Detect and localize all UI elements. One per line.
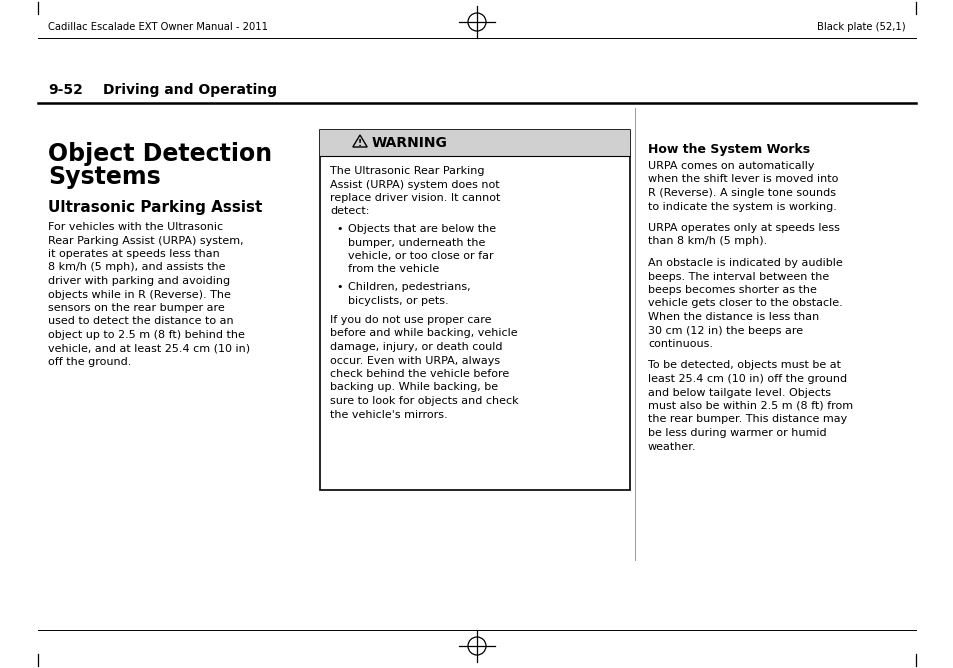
- Text: For vehicles with the Ultrasonic: For vehicles with the Ultrasonic: [48, 222, 223, 232]
- Bar: [319, 130, 629, 156]
- Text: R (Reverse). A single tone sounds: R (Reverse). A single tone sounds: [647, 188, 835, 198]
- Text: •: •: [335, 224, 342, 234]
- Text: An obstacle is indicated by audible: An obstacle is indicated by audible: [647, 258, 841, 268]
- Text: Object Detection: Object Detection: [48, 142, 272, 166]
- Text: vehicle gets closer to the obstacle.: vehicle gets closer to the obstacle.: [647, 299, 841, 309]
- Text: 30 cm (12 in) the beeps are: 30 cm (12 in) the beeps are: [647, 325, 802, 335]
- Text: vehicle, or too close or far: vehicle, or too close or far: [348, 251, 493, 261]
- Text: bicyclists, or pets.: bicyclists, or pets.: [348, 295, 448, 305]
- Text: be less during warmer or humid: be less during warmer or humid: [647, 428, 825, 438]
- Text: Ultrasonic Parking Assist: Ultrasonic Parking Assist: [48, 200, 262, 215]
- Text: 8 km/h (5 mph), and assists the: 8 km/h (5 mph), and assists the: [48, 263, 225, 273]
- Text: Children, pedestrians,: Children, pedestrians,: [348, 282, 470, 292]
- Text: to indicate the system is working.: to indicate the system is working.: [647, 202, 836, 212]
- Bar: [319, 130, 629, 490]
- Text: Cadillac Escalade EXT Owner Manual - 2011: Cadillac Escalade EXT Owner Manual - 201…: [48, 22, 268, 32]
- Text: Black plate (52,1): Black plate (52,1): [817, 22, 905, 32]
- Text: bumper, underneath the: bumper, underneath the: [348, 238, 485, 248]
- Text: the rear bumper. This distance may: the rear bumper. This distance may: [647, 415, 846, 424]
- Text: objects while in R (Reverse). The: objects while in R (Reverse). The: [48, 289, 231, 299]
- Text: Objects that are below the: Objects that are below the: [348, 224, 496, 234]
- Text: damage, injury, or death could: damage, injury, or death could: [330, 342, 502, 352]
- Text: URPA operates only at speeds less: URPA operates only at speeds less: [647, 223, 839, 233]
- Text: than 8 km/h (5 mph).: than 8 km/h (5 mph).: [647, 236, 766, 246]
- Text: URPA comes on automatically: URPA comes on automatically: [647, 161, 814, 171]
- Text: from the vehicle: from the vehicle: [348, 265, 438, 275]
- Text: vehicle, and at least 25.4 cm (10 in): vehicle, and at least 25.4 cm (10 in): [48, 343, 250, 353]
- Text: the vehicle's mirrors.: the vehicle's mirrors.: [330, 409, 447, 420]
- Text: least 25.4 cm (10 in) off the ground: least 25.4 cm (10 in) off the ground: [647, 374, 846, 384]
- Text: To be detected, objects must be at: To be detected, objects must be at: [647, 361, 841, 371]
- Text: before and while backing, vehicle: before and while backing, vehicle: [330, 329, 517, 339]
- Text: Assist (URPA) system does not: Assist (URPA) system does not: [330, 180, 499, 190]
- Text: it operates at speeds less than: it operates at speeds less than: [48, 249, 219, 259]
- Text: sure to look for objects and check: sure to look for objects and check: [330, 396, 518, 406]
- Text: •: •: [335, 282, 342, 292]
- Text: Driving and Operating: Driving and Operating: [103, 83, 276, 97]
- Text: when the shift lever is moved into: when the shift lever is moved into: [647, 174, 838, 184]
- Text: check behind the vehicle before: check behind the vehicle before: [330, 369, 509, 379]
- Text: !: !: [357, 140, 362, 148]
- Text: How the System Works: How the System Works: [647, 143, 809, 156]
- Text: WARNING: WARNING: [372, 136, 447, 150]
- Text: weather.: weather.: [647, 442, 696, 452]
- Text: Rear Parking Assist (URPA) system,: Rear Parking Assist (URPA) system,: [48, 236, 243, 246]
- Text: sensors on the rear bumper are: sensors on the rear bumper are: [48, 303, 225, 313]
- Text: replace driver vision. It cannot: replace driver vision. It cannot: [330, 193, 500, 203]
- Text: The Ultrasonic Rear Parking: The Ultrasonic Rear Parking: [330, 166, 484, 176]
- Text: beeps. The interval between the: beeps. The interval between the: [647, 271, 828, 281]
- Text: detect:: detect:: [330, 206, 369, 216]
- Text: beeps becomes shorter as the: beeps becomes shorter as the: [647, 285, 816, 295]
- Text: must also be within 2.5 m (8 ft) from: must also be within 2.5 m (8 ft) from: [647, 401, 852, 411]
- Text: occur. Even with URPA, always: occur. Even with URPA, always: [330, 355, 499, 365]
- Text: Systems: Systems: [48, 165, 161, 189]
- Text: and below tailgate level. Objects: and below tailgate level. Objects: [647, 387, 830, 397]
- Text: off the ground.: off the ground.: [48, 357, 132, 367]
- Text: 9-52: 9-52: [48, 83, 83, 97]
- Text: backing up. While backing, be: backing up. While backing, be: [330, 383, 497, 393]
- Text: used to detect the distance to an: used to detect the distance to an: [48, 317, 233, 327]
- Text: When the distance is less than: When the distance is less than: [647, 312, 819, 322]
- Text: object up to 2.5 m (8 ft) behind the: object up to 2.5 m (8 ft) behind the: [48, 330, 245, 340]
- Text: driver with parking and avoiding: driver with parking and avoiding: [48, 276, 230, 286]
- Text: If you do not use proper care: If you do not use proper care: [330, 315, 491, 325]
- Text: continuous.: continuous.: [647, 339, 712, 349]
